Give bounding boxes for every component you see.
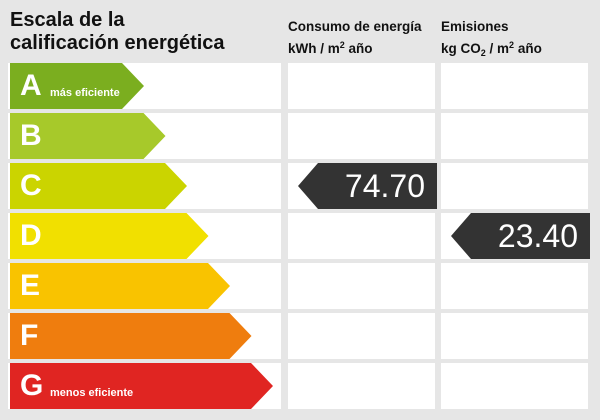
consumption-header-label: Consumo de energía — [288, 19, 422, 34]
class-row-f: F — [8, 313, 281, 359]
emissions-cell-g — [441, 363, 588, 409]
class-bar-c: C — [10, 163, 187, 209]
emissions-column-header: Emisiones kg CO2 / m2 año — [441, 18, 542, 62]
class-bar-f: F — [10, 313, 252, 359]
class-bar-b: B — [10, 113, 166, 159]
emissions-cell-b — [441, 113, 588, 159]
class-note: menos eficiente — [50, 387, 134, 399]
class-row-e: E — [8, 263, 281, 309]
class-bar-e: E — [10, 263, 230, 309]
consumption-indicator: 74.70 — [298, 163, 437, 209]
emissions-header-unit: kg CO2 / m2 año — [441, 40, 542, 58]
consumption-indicator-value: 74.70 — [344, 168, 425, 204]
class-bar-d: D — [10, 213, 209, 259]
class-letter: G — [20, 369, 44, 402]
emissions-indicator-value: 23.40 — [497, 218, 578, 254]
scale-title-line1: Escala de la — [10, 9, 125, 31]
consumption-cell-f — [288, 313, 435, 359]
consumption-column-header: Consumo de energía kWh / m2 año — [288, 18, 422, 58]
consumption-header-unit: kWh / m2 año — [288, 40, 373, 56]
emissions-cell-a — [441, 63, 588, 109]
class-letter: A — [20, 69, 42, 102]
scale-title-line2: calificación energética — [10, 32, 225, 54]
class-letter: C — [20, 169, 42, 202]
class-note: más eficiente — [50, 87, 120, 99]
emissions-header-label: Emisiones — [441, 19, 509, 34]
class-letter: B — [20, 119, 42, 152]
emissions-indicator: 23.40 — [451, 213, 590, 259]
class-row-b: B — [8, 113, 281, 159]
consumption-cell-d — [288, 213, 435, 259]
emissions-cell-f — [441, 313, 588, 359]
class-letter: E — [20, 269, 41, 302]
class-row-c: C — [8, 163, 281, 209]
consumption-cell-a — [288, 63, 435, 109]
scale-title: Escala de la calificación energética — [10, 9, 280, 55]
consumption-cell-b — [288, 113, 435, 159]
emissions-cell-e — [441, 263, 588, 309]
consumption-cell-g — [288, 363, 435, 409]
class-letter: F — [20, 319, 39, 352]
consumption-cell-e — [288, 263, 435, 309]
emissions-cell-c — [441, 163, 588, 209]
class-letter: D — [20, 219, 42, 252]
class-row-d: D — [8, 213, 281, 259]
